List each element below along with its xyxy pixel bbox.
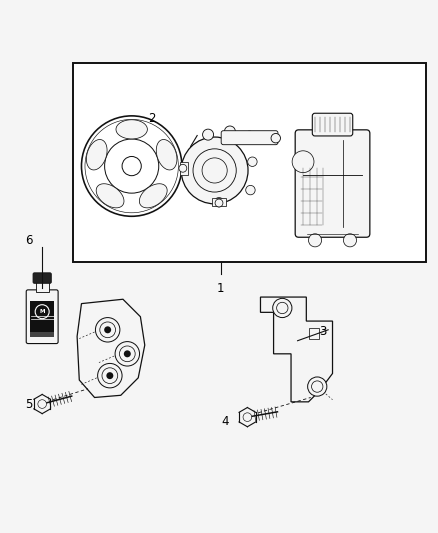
Circle shape: [38, 400, 46, 408]
Bar: [30, 301, 54, 337]
FancyBboxPatch shape: [295, 130, 370, 237]
Polygon shape: [96, 184, 124, 208]
Circle shape: [224, 126, 235, 137]
Circle shape: [277, 302, 288, 313]
Text: M: M: [39, 309, 45, 314]
Text: 3: 3: [319, 326, 327, 338]
Circle shape: [311, 381, 323, 392]
Text: 4: 4: [221, 415, 229, 428]
Circle shape: [102, 368, 118, 384]
Text: 1: 1: [217, 282, 224, 295]
Circle shape: [203, 129, 214, 140]
Circle shape: [307, 377, 327, 396]
Circle shape: [271, 133, 280, 143]
Circle shape: [202, 158, 227, 183]
Circle shape: [308, 234, 321, 247]
Bar: [180, 161, 188, 175]
Bar: [212, 198, 226, 206]
Polygon shape: [261, 297, 332, 402]
Text: 5: 5: [25, 398, 32, 410]
Bar: [36, 282, 49, 292]
Bar: [73, 63, 426, 262]
Polygon shape: [116, 120, 147, 139]
Circle shape: [247, 157, 257, 166]
FancyBboxPatch shape: [312, 113, 353, 136]
FancyBboxPatch shape: [221, 131, 278, 144]
Circle shape: [292, 151, 314, 173]
Polygon shape: [77, 299, 145, 398]
Circle shape: [100, 322, 116, 338]
FancyBboxPatch shape: [33, 273, 51, 284]
Circle shape: [193, 149, 236, 192]
Polygon shape: [86, 140, 107, 170]
Circle shape: [115, 342, 140, 366]
Circle shape: [124, 350, 131, 357]
Circle shape: [246, 185, 255, 195]
Circle shape: [244, 131, 255, 142]
Circle shape: [120, 346, 135, 362]
Text: 2: 2: [148, 111, 155, 125]
Polygon shape: [156, 140, 177, 170]
Circle shape: [343, 234, 357, 247]
FancyBboxPatch shape: [26, 290, 58, 344]
Circle shape: [106, 372, 113, 379]
Circle shape: [214, 198, 224, 207]
Circle shape: [98, 364, 122, 388]
Circle shape: [104, 326, 111, 333]
Circle shape: [181, 137, 248, 204]
Circle shape: [95, 318, 120, 342]
Circle shape: [273, 298, 292, 318]
Text: 6: 6: [25, 234, 32, 247]
Bar: [308, 328, 319, 338]
Circle shape: [243, 413, 252, 422]
Bar: [30, 333, 54, 337]
Circle shape: [215, 199, 223, 207]
Circle shape: [179, 164, 187, 172]
Polygon shape: [139, 184, 167, 208]
